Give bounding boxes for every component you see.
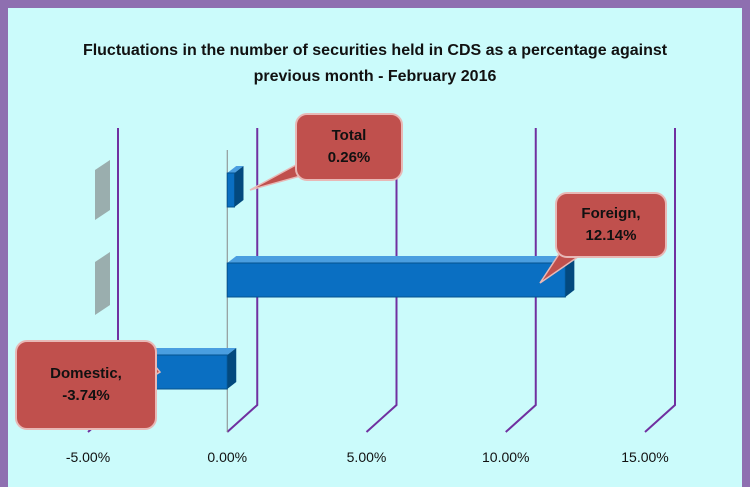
data-label: Total 0.26% xyxy=(295,113,403,181)
data-label: Foreign, 12.14% xyxy=(555,192,667,258)
x-tick-label: 10.00% xyxy=(482,449,529,465)
grid-line xyxy=(226,128,259,433)
bar xyxy=(226,166,244,208)
bar-side xyxy=(234,166,244,207)
bar-top xyxy=(227,166,244,173)
grid-line xyxy=(644,128,676,433)
x-tick-label: 15.00% xyxy=(621,449,668,465)
x-tick-label: 5.00% xyxy=(347,449,387,465)
wall-piece xyxy=(95,252,110,315)
bar-front xyxy=(226,172,235,208)
x-tick-label: -5.00% xyxy=(66,449,110,465)
wall-piece xyxy=(95,160,110,220)
grid-line xyxy=(365,128,398,433)
bar-side xyxy=(227,348,237,389)
chart-title: Fluctuations in the number of securities… xyxy=(82,42,668,85)
x-tick-label: 0.00% xyxy=(207,449,247,465)
grid-line xyxy=(505,128,537,433)
bar-top xyxy=(227,256,575,263)
bar-side xyxy=(565,256,575,297)
bar xyxy=(226,256,575,298)
bar-front xyxy=(226,262,566,298)
data-label: Domestic, -3.74% xyxy=(15,340,157,430)
